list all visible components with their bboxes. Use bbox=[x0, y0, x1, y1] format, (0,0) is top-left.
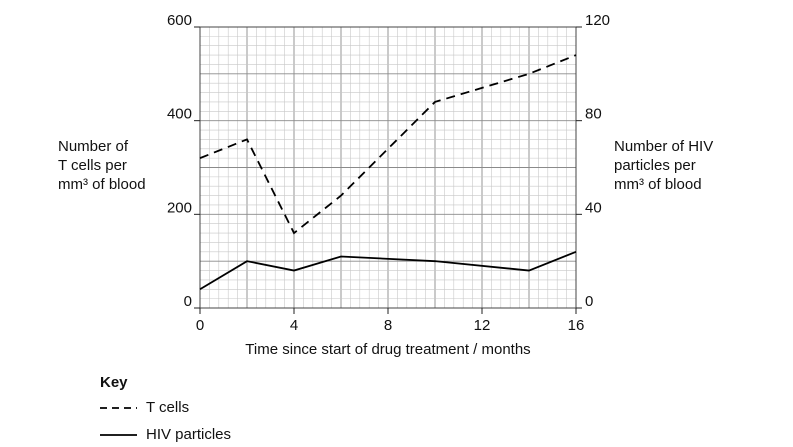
x-tick-label: 4 bbox=[290, 317, 298, 334]
series-line bbox=[199, 250, 577, 291]
y-tick-label: 0 bbox=[184, 293, 192, 310]
legend-label: HIV particles bbox=[146, 426, 231, 443]
y-tick-label: 400 bbox=[167, 106, 192, 123]
y-axis-label: mm³ of blood bbox=[58, 176, 146, 193]
legend-label: T cells bbox=[146, 399, 189, 416]
y-tick-label: 600 bbox=[167, 12, 192, 29]
y2-axis-label: particles per bbox=[614, 157, 696, 174]
x-tick-label: 8 bbox=[384, 317, 392, 334]
y2-axis-label: mm³ of blood bbox=[614, 176, 702, 193]
x-tick-label: 0 bbox=[196, 317, 204, 334]
y-tick-label: 200 bbox=[167, 199, 192, 216]
y2-tick-label: 80 bbox=[585, 106, 602, 123]
series-line bbox=[199, 54, 577, 235]
y2-axis-label: Number of HIV bbox=[614, 138, 713, 155]
x-tick-label: 16 bbox=[568, 317, 585, 334]
y2-tick-label: 0 bbox=[585, 293, 593, 310]
x-tick-label: 12 bbox=[474, 317, 491, 334]
y2-tick-label: 120 bbox=[585, 12, 610, 29]
y-axis-label: T cells per bbox=[58, 157, 127, 174]
legend-title: Key bbox=[100, 374, 128, 391]
x-axis-label: Time since start of drug treatment / mon… bbox=[245, 341, 530, 358]
y-axis-label: Number of bbox=[58, 138, 129, 155]
y2-tick-label: 40 bbox=[585, 199, 602, 216]
